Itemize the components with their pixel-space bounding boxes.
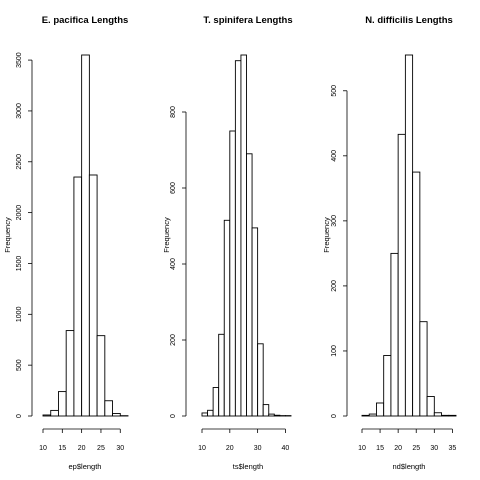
histogram-bar-4 (390, 252, 399, 417)
histogram-bar-1 (368, 413, 377, 417)
y-tick-label: 600 (170, 182, 177, 194)
histogram-bar-3 (65, 330, 75, 417)
histogram-bar-0 (361, 414, 370, 417)
histogram-bar-3 (383, 355, 392, 417)
histogram-bar-8 (246, 153, 253, 417)
histogram-bar-4 (223, 219, 231, 417)
x-tick-label: 40 (282, 445, 290, 452)
histogram-bar-7 (240, 54, 247, 417)
x-tick-label: 20 (226, 445, 234, 452)
histogram-bar-10 (433, 412, 442, 417)
x-axis-label: ts$length (233, 462, 263, 471)
y-tick-label: 200 (331, 280, 338, 292)
x-tick-label: 30 (254, 445, 262, 452)
y-tick-label: 500 (16, 359, 23, 371)
x-axis: 10 15 20 25 30 35 (358, 428, 456, 452)
histogram-bar-0 (42, 414, 52, 417)
histogram-bar-2 (58, 391, 67, 417)
panel-t-spinifera: T. spinifera Lengths Frequency ts$length… (162, 15, 293, 471)
histogram-bar-1 (207, 409, 214, 417)
y-axis-label: Frequency (162, 217, 171, 253)
y-tick-label: 1500 (16, 256, 23, 272)
histogram-bar-9 (112, 413, 121, 417)
bars (361, 54, 457, 417)
bars (201, 54, 292, 417)
histogram-bar-8 (104, 400, 113, 417)
histogram-bar-4 (73, 176, 83, 417)
histogram-bar-7 (96, 335, 106, 417)
panel-title: E. pacifica Lengths (42, 15, 129, 26)
histogram-bar-3 (218, 333, 225, 417)
x-tick-label: 10 (198, 445, 206, 452)
y-tick-label: 2000 (16, 205, 23, 221)
y-tick-label: 0 (16, 414, 23, 418)
histogram-bar-12 (448, 414, 457, 417)
histogram-bar-10 (257, 343, 264, 417)
panel-title: N. difficilis Lengths (365, 15, 453, 26)
y-tick-label: 3000 (16, 103, 23, 119)
y-tick-label: 0 (170, 414, 177, 418)
y-axis-label: Frequency (322, 217, 331, 253)
histogram-bar-6 (88, 174, 98, 417)
histogram-bar-5 (397, 133, 406, 417)
x-tick-label: 30 (430, 445, 438, 452)
y-tick-label: 400 (170, 258, 177, 270)
histogram-bar-5 (81, 54, 90, 417)
y-tick-label: 1000 (16, 306, 23, 322)
x-tick-label: 35 (448, 445, 456, 452)
x-tick-label: 20 (394, 445, 402, 452)
x-axis: 10 15 20 25 30 (39, 428, 124, 452)
x-axis: 10 20 30 40 (198, 428, 290, 452)
histogram-bar-9 (251, 227, 259, 417)
histogram-bar-0 (201, 412, 209, 417)
y-tick-label: 400 (331, 150, 338, 162)
y-tick-label: 0 (331, 414, 338, 418)
x-axis-label: nd$length (393, 462, 426, 471)
x-tick-label: 25 (412, 445, 420, 452)
panel-title: T. spinifera Lengths (203, 15, 292, 26)
y-tick-label: 500 (331, 85, 338, 97)
y-tick-label: 800 (170, 106, 177, 118)
panel-e-pacifica: E. pacifica Lengths Frequency ep$length … (3, 15, 129, 471)
y-tick-label: 2500 (16, 154, 23, 170)
histogram-bar-8 (419, 321, 428, 417)
histogram-bar-9 (426, 396, 435, 417)
histogram-bar-1 (50, 409, 59, 417)
x-tick-label: 10 (39, 445, 47, 452)
y-tick-label: 3500 (16, 52, 23, 68)
y-tick-label: 200 (170, 334, 177, 346)
bars (42, 54, 129, 417)
histogram-bar-11 (262, 404, 270, 417)
y-axis: 0 500 1000 1500 2000 2500 3000 3500 (16, 52, 33, 418)
histogram-bar-11 (441, 414, 450, 417)
histogram-bar-6 (404, 54, 414, 417)
histogram-bar-12 (268, 413, 275, 417)
y-axis: 0 200 400 600 800 (170, 106, 187, 418)
y-axis-label: Frequency (3, 217, 12, 253)
x-tick-label: 15 (58, 445, 66, 452)
x-tick-label: 15 (376, 445, 384, 452)
x-axis-label: ep$length (69, 462, 102, 471)
histogram-bar-13 (273, 414, 281, 417)
histogram-bar-5 (229, 130, 236, 417)
histogram-bar-2 (376, 402, 385, 417)
y-tick-label: 300 (331, 215, 338, 227)
x-tick-label: 20 (78, 445, 86, 452)
histogram-bar-6 (234, 60, 242, 417)
x-tick-label: 25 (97, 445, 105, 452)
y-axis: 0 100 200 300 400 500 (331, 85, 348, 418)
x-tick-label: 10 (358, 445, 366, 452)
panel-n-difficilis: N. difficilis Lengths Frequency nd$lengt… (322, 15, 457, 471)
x-tick-label: 30 (116, 445, 124, 452)
y-tick-label: 100 (331, 345, 338, 357)
histogram-bar-2 (212, 387, 220, 417)
histogram-bar-7 (412, 171, 421, 417)
